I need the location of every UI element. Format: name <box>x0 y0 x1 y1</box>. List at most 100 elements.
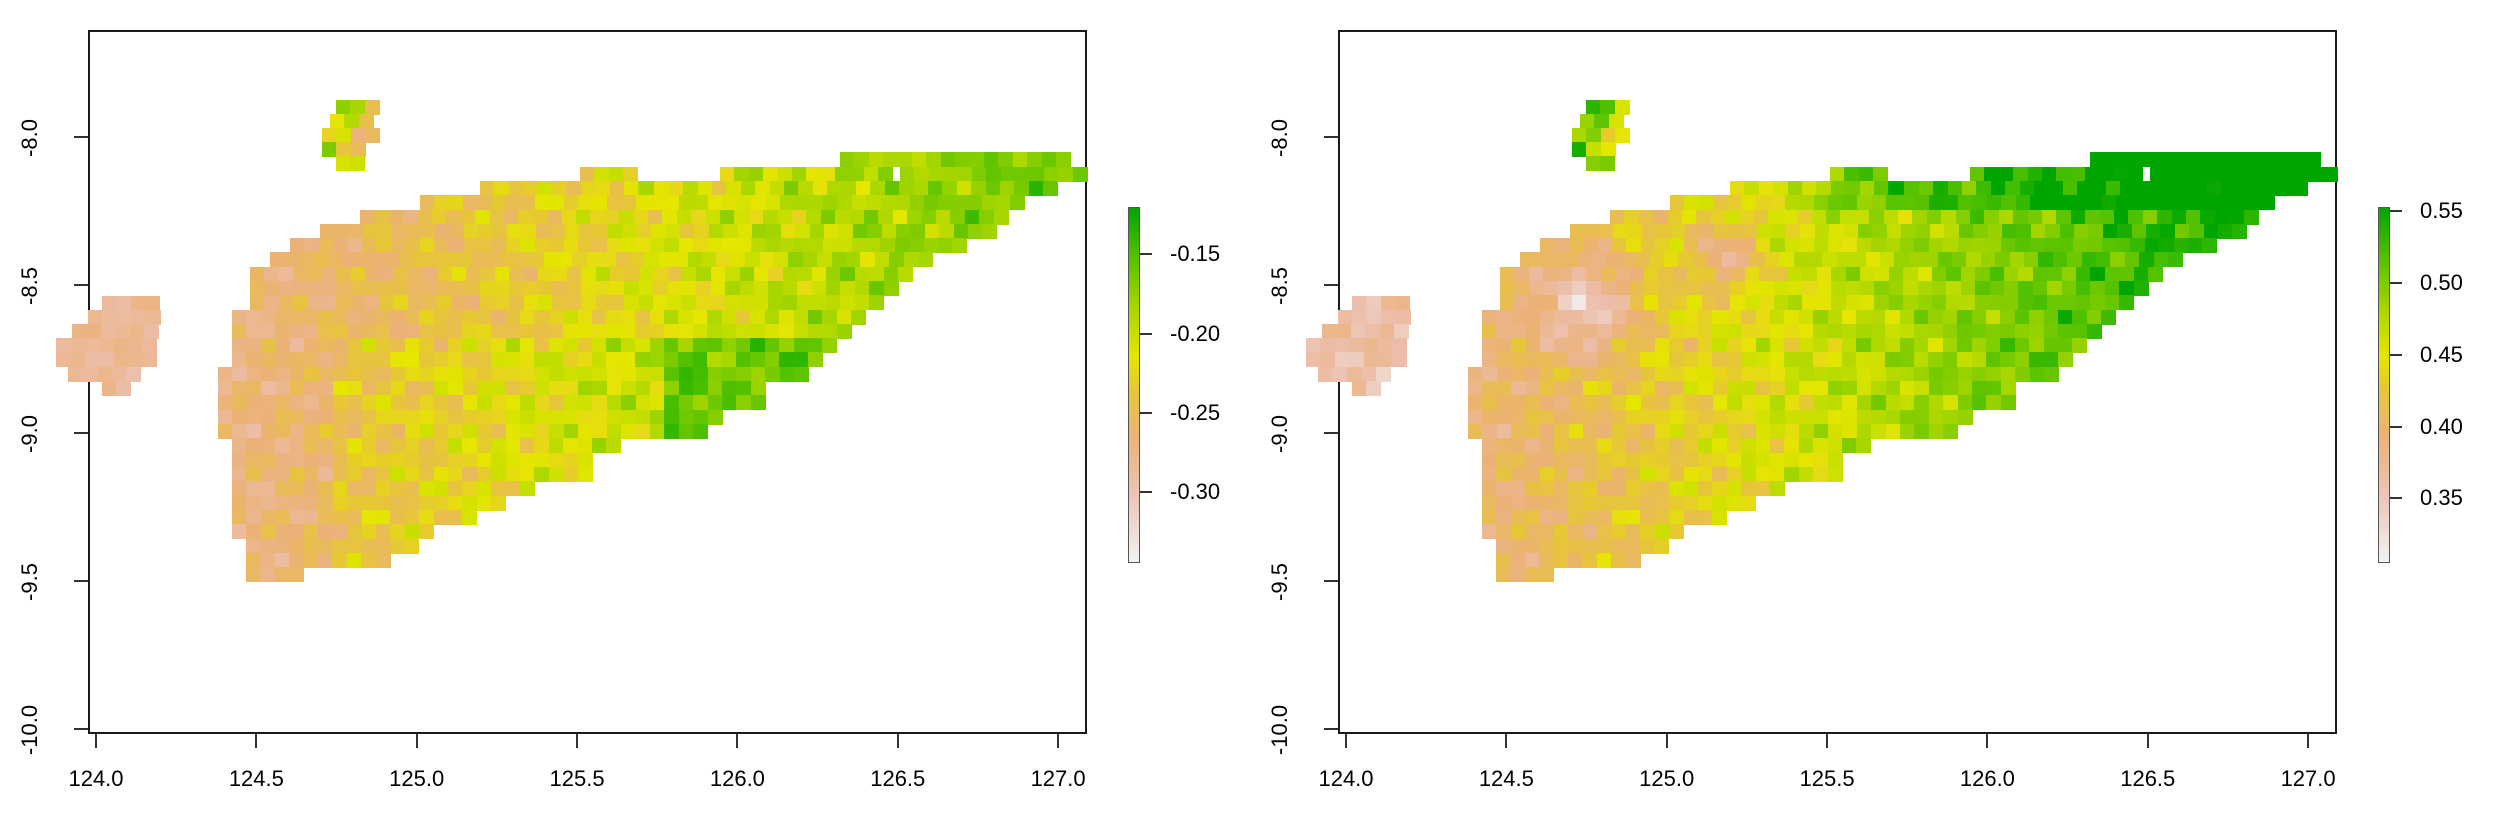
x-tick-mark <box>1826 734 1829 748</box>
y-tick-mark <box>74 136 88 138</box>
raster-cell <box>304 510 319 525</box>
raster-cell <box>1612 410 1627 425</box>
raster-cell <box>1378 338 1393 353</box>
raster-cell <box>969 152 985 167</box>
raster-cell <box>1986 338 2001 353</box>
raster-cell <box>274 567 290 582</box>
raster-cell <box>696 295 712 310</box>
raster-cell <box>1010 195 1026 210</box>
raster-cell <box>868 152 884 167</box>
raster-cell <box>736 238 752 253</box>
raster-cell <box>2178 167 2194 182</box>
raster-cell <box>1984 210 2000 225</box>
raster-cell <box>462 424 478 439</box>
raster-cell <box>433 481 449 496</box>
raster-cell <box>1730 295 1746 310</box>
raster-cell <box>679 195 695 210</box>
raster-cell <box>2090 295 2106 310</box>
raster-cell <box>1770 338 1785 353</box>
raster-cell <box>1917 267 1933 282</box>
raster-cell <box>318 338 334 353</box>
raster-cell <box>332 310 348 325</box>
raster-cell <box>578 195 594 210</box>
raster-cell <box>721 352 737 367</box>
raster-cell <box>1928 324 1944 339</box>
raster-cell <box>869 281 885 296</box>
raster-cell <box>1975 295 1991 310</box>
raster-cell <box>520 195 536 210</box>
raster-cell <box>840 267 856 282</box>
raster-cell <box>1597 310 1613 325</box>
raster-cell <box>707 395 723 410</box>
raster-cell <box>606 238 622 253</box>
raster-cell <box>635 338 651 353</box>
raster-cell <box>520 238 536 253</box>
colorbar <box>1128 207 1140 563</box>
raster-cell <box>1798 352 1814 367</box>
raster-cell <box>981 195 997 210</box>
raster-cell <box>624 281 640 296</box>
raster-cell <box>1901 224 1917 239</box>
raster-cell <box>594 167 610 182</box>
raster-cell <box>1888 267 1904 282</box>
raster-cell <box>831 252 847 267</box>
raster-cell <box>2178 181 2193 196</box>
raster-cell <box>1654 524 1670 539</box>
raster-cell <box>1741 310 1757 325</box>
raster-cell <box>1903 267 1919 282</box>
raster-cell <box>1972 195 1988 210</box>
raster-cell <box>1582 310 1598 325</box>
x-tick-label: 124.5 <box>228 766 284 791</box>
raster-cell <box>1727 410 1743 425</box>
raster-cell <box>232 510 247 525</box>
legend-tick-label: -0.20 <box>1170 320 1221 346</box>
raster-cell <box>289 524 305 539</box>
raster-cell <box>1654 438 1670 453</box>
raster-cell <box>318 310 334 325</box>
raster-cell <box>232 481 247 496</box>
raster-cell <box>928 167 944 182</box>
raster-cell <box>1842 238 1858 253</box>
x-tick-mark <box>255 734 258 748</box>
raster-cell <box>1755 338 1771 353</box>
raster-cell <box>347 324 363 339</box>
raster-cell <box>2004 295 2019 310</box>
raster-cell <box>578 367 593 382</box>
raster-cell <box>1842 338 1857 353</box>
raster-cell <box>362 424 377 439</box>
raster-cell <box>1554 453 1569 468</box>
raster-cell <box>390 367 406 382</box>
raster-cell <box>419 324 435 339</box>
raster-cell <box>534 467 550 482</box>
raster-cell <box>1932 295 1947 310</box>
raster-cell <box>2142 210 2158 225</box>
raster-cell <box>1554 496 1569 511</box>
raster-cell <box>1975 267 1991 282</box>
raster-cell <box>218 367 233 382</box>
raster-cell <box>1640 539 1655 554</box>
raster-cell <box>892 210 908 225</box>
raster-cell <box>2004 281 2019 296</box>
raster-cell <box>750 338 766 353</box>
raster-cell <box>1826 210 1841 225</box>
raster-cell <box>1726 496 1742 511</box>
raster-cell <box>1496 338 1512 353</box>
raster-cell <box>1568 496 1584 511</box>
raster-cell <box>755 181 771 196</box>
raster-cell <box>620 310 636 325</box>
raster-cell <box>1946 267 1962 282</box>
raster-cell <box>2193 167 2209 182</box>
raster-cell <box>939 224 955 239</box>
raster-cell <box>1539 524 1555 539</box>
raster-cell <box>1799 195 1815 210</box>
raster-cell <box>1684 424 1699 439</box>
raster-cell <box>638 267 654 282</box>
raster-cell <box>835 167 851 182</box>
raster-cell <box>739 281 755 296</box>
raster-cell <box>433 467 449 482</box>
raster-cell <box>1670 224 1686 239</box>
raster-cell <box>993 210 1009 225</box>
raster-cell <box>275 481 291 496</box>
raster-cell <box>2091 181 2107 196</box>
raster-cell <box>2264 181 2280 196</box>
